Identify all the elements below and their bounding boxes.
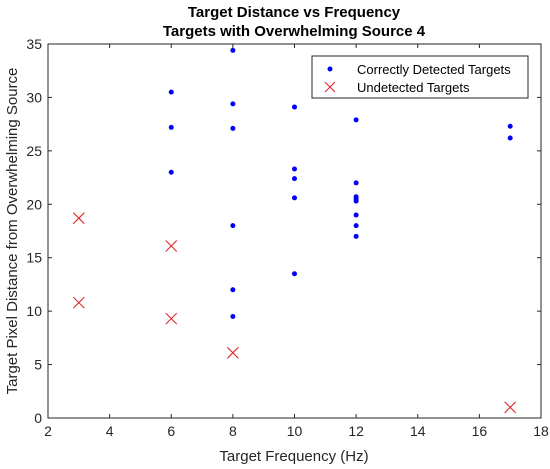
undetected-target-point xyxy=(72,296,85,309)
legend-marker-detected xyxy=(327,66,333,72)
y-tick-label: 35 xyxy=(26,36,42,52)
y-tick-label: 0 xyxy=(34,410,42,426)
x-tick-label: 10 xyxy=(287,423,303,439)
y-tick-label: 30 xyxy=(26,89,42,105)
detected-target-point xyxy=(168,89,174,95)
detected-target-point xyxy=(168,124,174,130)
detected-target-point xyxy=(507,135,513,141)
detected-target-point xyxy=(292,195,297,201)
detected-target-point xyxy=(292,104,297,110)
detected-target-point xyxy=(353,223,359,229)
x-tick-label: 18 xyxy=(533,423,549,439)
detected-target-point xyxy=(353,180,359,186)
chart-subtitle: Targets with Overwhelming Source 4 xyxy=(163,23,426,40)
detected-target-point xyxy=(230,287,236,293)
y-axis-label: Target Pixel Distance from Overwhelming … xyxy=(4,68,21,395)
undetected-target-point xyxy=(165,240,178,252)
y-tick-label: 25 xyxy=(26,143,42,159)
x-tick-label: 12 xyxy=(348,423,364,439)
axis-ticks: 2 4 6 8 10 12 14 16 18 0 5 10 15 20 25 30 35 xyxy=(26,36,549,439)
detected-target-point xyxy=(230,223,236,229)
x-tick-label: 4 xyxy=(106,423,114,439)
x-tick-label: 8 xyxy=(229,423,237,439)
detected-target-point xyxy=(353,117,359,123)
x-tick-label: 6 xyxy=(167,423,175,439)
legend-box xyxy=(311,55,529,99)
detected-target-point xyxy=(353,196,359,202)
plot-area xyxy=(47,43,542,419)
detected-target-point xyxy=(292,166,297,172)
y-tick-label: 5 xyxy=(34,357,42,373)
y-tick-label: 10 xyxy=(26,303,42,319)
undetected-target-point xyxy=(72,212,85,225)
data-points xyxy=(72,47,517,414)
x-tick-label: 2 xyxy=(44,423,52,439)
detected-target-point xyxy=(292,271,297,277)
detected-target-point xyxy=(168,169,174,175)
undetected-target-point xyxy=(226,346,239,359)
detected-target-point xyxy=(353,212,359,218)
x-axis-label: Target Frequency (Hz) xyxy=(219,448,368,465)
legend-label-undetected: Undetected Targets xyxy=(357,80,470,95)
undetected-target-point xyxy=(165,312,178,325)
detected-target-point xyxy=(292,176,297,182)
x-tick-label: 16 xyxy=(472,423,488,439)
y-tick-label: 20 xyxy=(26,196,42,212)
legend-label-detected: Correctly Detected Targets xyxy=(357,62,511,77)
x-tick-label: 14 xyxy=(410,423,426,439)
undetected-target-point xyxy=(504,401,517,414)
chart-title: Target Distance vs Frequency xyxy=(188,4,401,21)
legend-marker-undetected xyxy=(324,81,336,93)
detected-target-point xyxy=(230,101,236,107)
detected-target-point xyxy=(230,47,236,53)
legend: Correctly Detected Targets Undetected Ta… xyxy=(311,55,529,99)
detected-target-point xyxy=(353,233,359,239)
detected-target-point xyxy=(230,313,236,319)
detected-target-point xyxy=(507,123,513,129)
y-tick-label: 15 xyxy=(26,250,42,266)
detected-target-point xyxy=(230,125,236,131)
